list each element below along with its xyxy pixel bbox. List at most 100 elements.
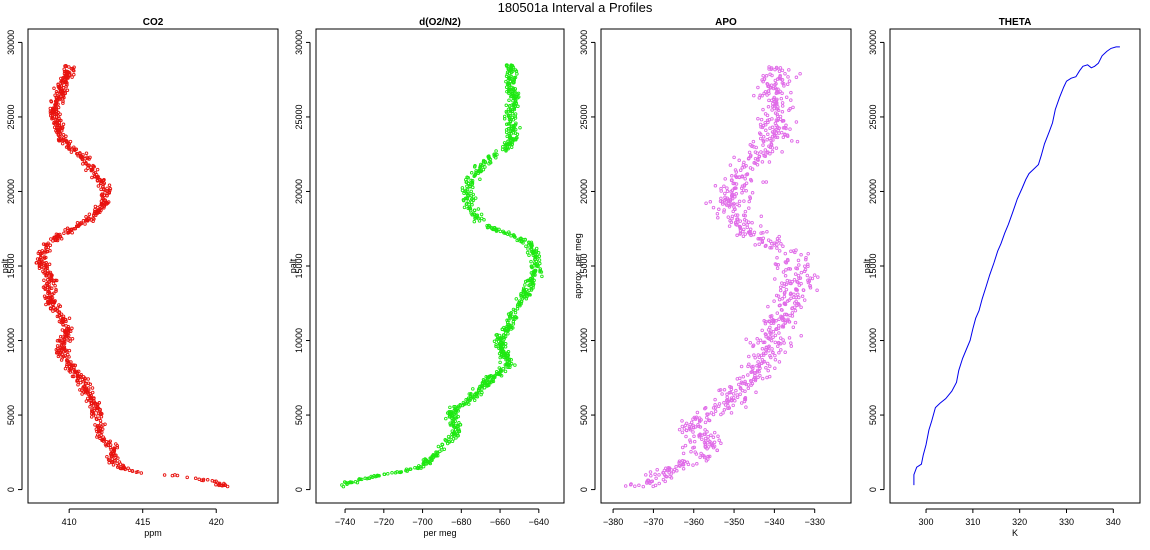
data-point	[72, 366, 76, 370]
data-point	[773, 340, 778, 345]
plot-frame	[315, 28, 565, 504]
data-point	[721, 411, 725, 415]
data-point	[440, 442, 445, 447]
data-point	[780, 308, 784, 312]
data-point	[798, 71, 802, 76]
data-point	[694, 452, 699, 456]
scatter-points	[34, 63, 230, 489]
data-point	[504, 63, 509, 67]
data-point	[90, 409, 95, 414]
data-point	[786, 317, 790, 322]
data-point	[741, 213, 746, 217]
data-point	[527, 240, 531, 245]
data-point	[734, 213, 738, 217]
data-point	[780, 297, 784, 301]
data-point	[357, 477, 361, 482]
data-point	[770, 134, 775, 139]
data-point	[497, 227, 501, 232]
y-tick-label: 20000	[6, 179, 16, 204]
data-point	[778, 114, 783, 119]
data-point	[79, 388, 84, 392]
data-point	[480, 390, 484, 395]
x-tick-label: 320	[1012, 517, 1027, 527]
data-point	[53, 283, 57, 288]
data-point	[761, 180, 765, 184]
data-point	[119, 466, 123, 471]
data-point	[783, 321, 787, 325]
data-point	[74, 224, 79, 228]
data-point	[644, 473, 648, 477]
data-point	[46, 289, 50, 294]
data-point	[76, 154, 80, 158]
data-point	[761, 151, 765, 155]
data-point	[46, 302, 51, 306]
data-point	[507, 230, 511, 234]
data-point	[742, 227, 746, 232]
data-point	[758, 373, 762, 378]
data-point	[723, 403, 728, 407]
data-point	[105, 454, 109, 459]
data-point	[507, 75, 512, 80]
data-point	[466, 396, 471, 400]
data-point	[706, 434, 710, 439]
data-point	[742, 222, 746, 227]
data-point	[62, 69, 67, 74]
data-point	[775, 114, 780, 118]
data-point	[48, 249, 52, 253]
data-point	[526, 247, 530, 251]
data-point	[185, 475, 189, 480]
data-point	[799, 305, 803, 309]
data-point	[96, 425, 101, 430]
y-tick-label: 25000	[294, 104, 304, 129]
data-point	[508, 103, 512, 108]
data-point	[457, 427, 461, 432]
data-point	[778, 285, 783, 290]
data-point	[753, 156, 758, 161]
data-point	[66, 230, 70, 235]
data-point	[799, 253, 803, 257]
data-point	[740, 381, 745, 386]
data-point	[94, 211, 98, 216]
data-point	[102, 206, 106, 210]
data-point	[777, 351, 781, 355]
data-point	[464, 202, 469, 206]
data-point	[681, 466, 686, 471]
data-point	[503, 342, 508, 346]
data-point	[413, 465, 417, 470]
data-point	[514, 94, 518, 99]
data-point	[780, 68, 785, 73]
data-point	[772, 299, 776, 303]
data-point	[661, 477, 666, 482]
data-point	[416, 466, 421, 470]
data-point	[78, 380, 83, 385]
data-point	[505, 111, 509, 115]
data-point	[761, 79, 765, 84]
data-point	[738, 225, 743, 229]
data-point	[726, 215, 731, 219]
x-tick-label: 300	[919, 517, 934, 527]
data-point	[469, 189, 473, 194]
y-tick-label: 25000	[868, 104, 878, 129]
data-point	[766, 89, 771, 93]
data-point	[748, 340, 753, 345]
data-point	[719, 441, 723, 446]
data-point	[390, 471, 394, 475]
y-tick-label: 15000	[6, 253, 16, 278]
data-point	[449, 423, 454, 427]
panel-theta: THETA 300 310 320 330 340 K 0 5000 10000 15000 2000…	[862, 17, 1141, 538]
plot-frame	[27, 28, 279, 504]
data-point	[778, 336, 783, 340]
data-point	[504, 122, 509, 127]
panel-apo: APO −380 −370 −360 −350 −340 −330 0 5000 10000 150…	[573, 17, 852, 527]
data-point	[86, 396, 90, 401]
data-point	[758, 236, 763, 241]
data-point	[494, 344, 498, 349]
data-point	[741, 234, 746, 238]
data-point	[784, 95, 789, 99]
data-point	[60, 97, 65, 101]
data-point	[763, 321, 768, 326]
data-point	[761, 139, 766, 144]
data-point	[708, 200, 713, 204]
data-point	[728, 219, 732, 223]
